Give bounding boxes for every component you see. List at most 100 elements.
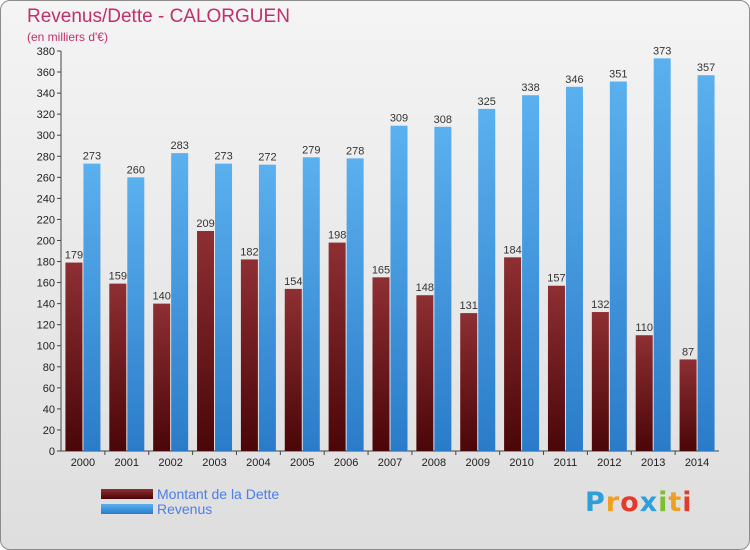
bar-revenus: [302, 157, 320, 451]
x-tick-label: 2011: [554, 457, 578, 469]
data-label: 272: [258, 152, 276, 164]
data-label: 308: [434, 114, 452, 126]
bar-revenus: [478, 108, 496, 451]
x-tick-label: 2006: [334, 457, 358, 469]
data-label: 338: [521, 82, 539, 94]
y-tick-label: 220: [37, 214, 55, 226]
bar-dette: [591, 312, 609, 451]
bar-dette: [372, 277, 390, 451]
y-tick-label: 100: [37, 341, 55, 353]
x-tick-label: 2005: [290, 457, 314, 469]
x-tick-label: 2014: [685, 457, 709, 469]
data-label: 110: [635, 322, 653, 334]
data-label: 179: [65, 250, 83, 262]
data-label: 140: [152, 291, 170, 303]
data-label: 182: [240, 246, 258, 258]
data-label: 198: [328, 230, 346, 242]
x-tick-label: 2007: [378, 457, 402, 469]
data-label: 309: [390, 113, 408, 125]
legend-label-dette: Montant de la Dette: [157, 486, 280, 502]
logo-letter: t: [668, 487, 683, 518]
x-tick-label: 2000: [71, 457, 95, 469]
logo-letter: i: [658, 487, 669, 518]
bar-dette: [504, 257, 522, 451]
x-tick-label: 2008: [422, 457, 446, 469]
y-tick-label: 180: [37, 257, 55, 269]
bar-revenus: [83, 163, 101, 451]
bar-dette: [284, 288, 302, 451]
bar-dette: [547, 285, 565, 451]
bar-revenus: [653, 58, 671, 452]
x-tick-label: 2013: [641, 457, 665, 469]
data-label: 154: [284, 276, 302, 288]
bar-dette: [460, 313, 478, 451]
legend-swatch-dette: [101, 489, 153, 499]
data-label: 325: [478, 96, 496, 108]
data-label: 260: [127, 164, 145, 176]
chart-subtitle: (en milliers d'€): [27, 30, 108, 44]
y-tick-label: 300: [37, 130, 55, 142]
bar-revenus: [522, 95, 540, 452]
bar-dette: [109, 283, 127, 451]
bar-revenus: [215, 163, 233, 451]
y-tick-label: 40: [43, 404, 55, 416]
bar-revenus: [697, 75, 715, 452]
bar-dette: [240, 259, 258, 451]
bar-revenus: [171, 153, 189, 451]
data-label: 157: [547, 273, 565, 285]
bar-revenus: [565, 86, 583, 451]
data-label: 351: [609, 69, 627, 81]
bar-dette: [65, 262, 83, 451]
bar-revenus: [390, 125, 408, 451]
data-label: 209: [196, 218, 214, 230]
chart-title: Revenus/Dette - CALORGUEN: [27, 6, 290, 27]
logo-letter: r: [605, 487, 621, 518]
logo-letter: i: [682, 487, 693, 518]
y-tick-label: 60: [43, 383, 55, 395]
bar-dette: [635, 335, 653, 451]
bar-revenus: [258, 164, 276, 451]
y-tick-label: 340: [37, 88, 55, 100]
y-tick-label: 360: [37, 67, 55, 79]
logo-letter: o: [620, 487, 640, 518]
y-tick-label: 80: [43, 362, 55, 374]
x-tick-label: 2002: [158, 457, 182, 469]
data-label: 278: [346, 145, 364, 157]
bar-revenus: [127, 177, 145, 451]
proxiti-logo: Proxiti: [585, 487, 693, 518]
bar-dette: [153, 303, 171, 451]
x-tick-label: 2004: [246, 457, 270, 469]
bar-dette: [197, 231, 215, 451]
bar-dette: [328, 242, 346, 451]
data-label: 273: [83, 151, 101, 163]
data-label: 279: [302, 144, 320, 156]
bar-revenus: [609, 81, 627, 452]
data-label: 373: [653, 45, 671, 57]
y-tick-label: 0: [49, 446, 55, 458]
data-label: 357: [697, 62, 715, 74]
x-tick-label: 2003: [202, 457, 226, 469]
data-label: 131: [460, 300, 478, 312]
data-label: 132: [591, 299, 609, 311]
data-label: 184: [503, 244, 521, 256]
data-label: 87: [682, 346, 694, 358]
y-tick-label: 260: [37, 172, 55, 184]
logo-letter: P: [585, 487, 606, 518]
y-tick-label: 240: [37, 193, 55, 205]
bar-dette: [416, 295, 434, 451]
y-tick-label: 280: [37, 151, 55, 163]
y-tick-label: 120: [37, 320, 55, 332]
x-tick-label: 2012: [597, 457, 621, 469]
bar-dette: [679, 359, 697, 451]
data-label: 273: [214, 151, 232, 163]
x-tick-label: 2009: [465, 457, 489, 469]
y-tick-label: 320: [37, 109, 55, 121]
bar-revenus: [434, 126, 452, 451]
y-tick-label: 160: [37, 278, 55, 290]
data-label: 346: [565, 74, 583, 86]
legend-label-revenus: Revenus: [157, 501, 213, 517]
y-tick-label: 200: [37, 235, 55, 247]
x-tick-label: 2001: [115, 457, 139, 469]
